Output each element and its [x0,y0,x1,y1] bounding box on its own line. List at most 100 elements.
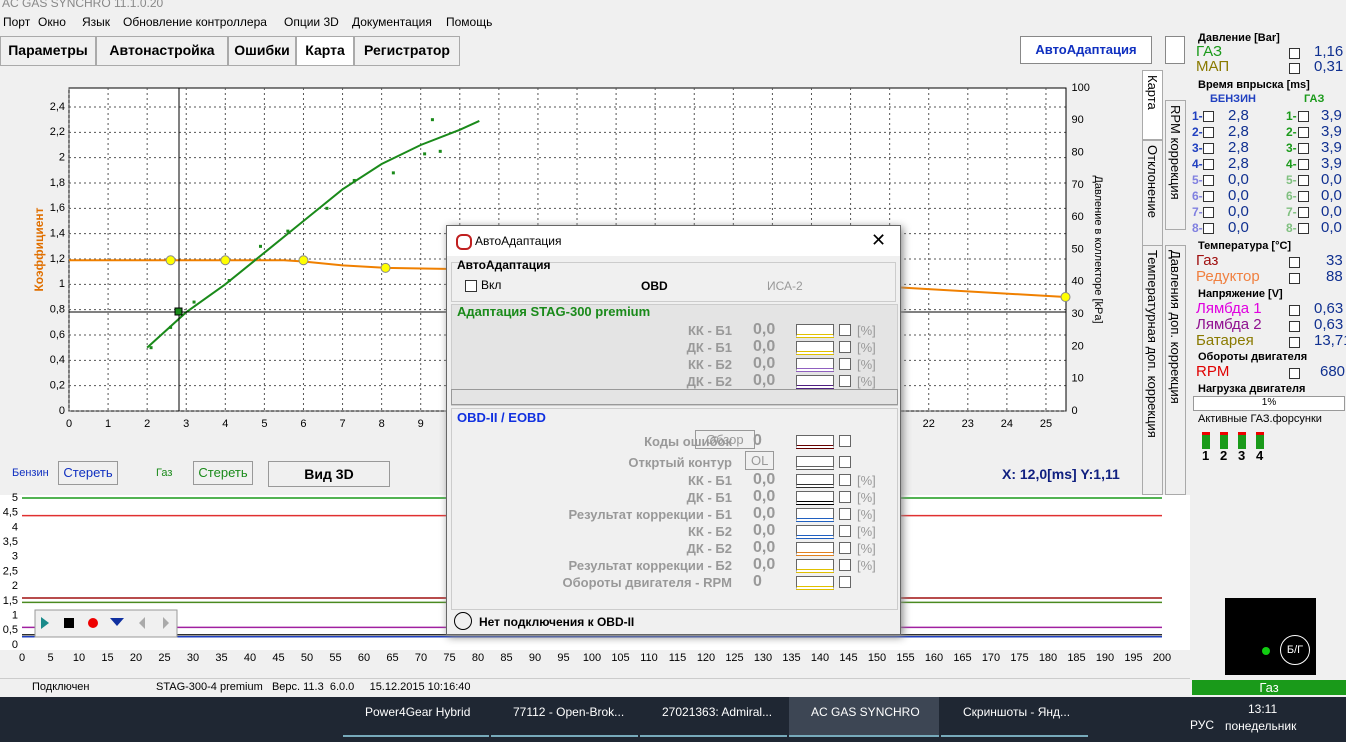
task-item[interactable]: Скриншоты - Янд... [941,697,1088,737]
checkbox[interactable] [1298,159,1309,170]
row-checkbox[interactable] [839,435,851,447]
checkbox[interactable] [1203,207,1214,218]
injector-index: 4- [1286,157,1297,171]
row-checkbox[interactable] [839,508,851,520]
checkbox[interactable] [1289,273,1300,284]
row-checkbox[interactable] [839,525,851,537]
checkbox[interactable] [1289,63,1300,74]
y-tick-label: 0,4 [50,354,65,366]
row-checkbox[interactable] [839,375,851,387]
checkbox[interactable] [1298,207,1309,218]
row-button[interactable]: OL [745,451,775,470]
tab[interactable]: Карта [296,36,354,66]
checkbox[interactable] [1298,175,1309,186]
switch-button[interactable]: Б/Г [1280,635,1310,665]
side-tab[interactable]: Карта [1142,70,1163,140]
row-button[interactable]: Обзор [695,430,755,449]
task-item[interactable]: 77112 - Open-Brok... [491,697,638,737]
point-dot [352,178,356,182]
checkbox[interactable] [1298,223,1309,234]
row-checkbox[interactable] [839,358,851,370]
side-tab[interactable]: Отклонение [1142,140,1163,250]
checkbox[interactable] [465,280,477,292]
injector-index: 5- [1192,173,1203,187]
radio[interactable]: ИСА-2 [767,279,803,293]
row-label: КК - Б2 [688,357,732,372]
checkbox[interactable] [1289,368,1300,379]
checkbox[interactable] [1289,257,1300,268]
auto-adapt-button[interactable]: АвтоАдаптация [1020,36,1152,64]
task-item[interactable]: AC GAS SYNCHRO [789,697,939,737]
label: 0,0 [1321,219,1342,236]
start-button[interactable] [0,697,28,742]
row-checkbox[interactable] [839,341,851,353]
side-tab[interactable]: RPM коррекция [1165,100,1186,230]
injector-index: 3- [1286,141,1297,155]
menu-item[interactable]: Язык [82,15,111,29]
menu-item[interactable]: Помощь [446,15,493,29]
checkbox[interactable] [1203,175,1214,186]
checkbox[interactable] [1289,321,1300,332]
button[interactable]: Стереть [193,461,253,485]
checkbox[interactable] [1203,111,1214,122]
cursor-point [174,307,183,316]
checkbox[interactable] [1298,191,1309,202]
radio[interactable]: OBD [641,279,668,293]
row-unit: [%] [857,507,876,522]
row-checkbox[interactable] [839,474,851,486]
row-checkbox[interactable] [839,456,851,468]
tab[interactable]: Параметры [0,36,96,66]
injector-index: 1- [1192,109,1203,123]
menu-item[interactable]: Обновление контроллера [123,15,267,29]
button[interactable]: Стереть [58,461,118,485]
x-tick-label: 40 [244,652,256,664]
side-tab[interactable]: Температурная доп. коррекция [1142,245,1163,495]
injector-index: 6- [1192,189,1203,203]
tab[interactable]: Автонастройка [96,36,228,66]
checkbox[interactable] [1298,111,1309,122]
checkbox[interactable] [1203,143,1214,154]
checkbox[interactable] [1298,127,1309,138]
panel-header: Нагрузка двигателя [1198,383,1306,395]
label: ГАЗ [1196,43,1223,60]
x-tick-label: 7 [339,418,345,430]
row-checkbox[interactable] [839,542,851,554]
side-tab[interactable]: Давления доп. коррекция [1165,245,1186,495]
menu-item[interactable]: Документация [352,15,432,29]
y-tick-label: 5 [12,492,18,504]
y2-tick-label: 50 [1072,243,1084,255]
label: МАП [1196,58,1230,75]
task-item[interactable]: Power4Gear Hybrid [343,697,489,737]
row-unit: [%] [857,524,876,539]
help-button[interactable] [1165,36,1185,64]
checkbox[interactable] [1203,159,1214,170]
y-tick-label: 2,2 [50,126,65,138]
button[interactable]: Вид 3D [268,461,390,487]
tab[interactable]: Ошибки [228,36,296,66]
menu-item[interactable]: Окно [38,15,66,29]
checkbox[interactable] [1289,337,1300,348]
row-checkbox[interactable] [839,559,851,571]
x-tick-label: 100 [583,652,601,664]
checkbox[interactable] [1203,223,1214,234]
checkbox[interactable] [1298,143,1309,154]
menu-item[interactable]: Опции 3D [284,15,339,29]
checkbox[interactable] [1289,48,1300,59]
checkbox[interactable] [1203,191,1214,202]
label: 0,0 [1228,187,1249,204]
checkbox[interactable] [1203,127,1214,138]
checkbox[interactable] [1289,305,1300,316]
tab[interactable]: Регистратор [354,36,460,66]
row-checkbox[interactable] [839,576,851,588]
y-tick-label: 0,6 [50,329,65,341]
row-checkbox[interactable] [839,491,851,503]
close-button[interactable]: ✕ [871,230,887,250]
row-checkbox[interactable] [839,324,851,336]
menu-item[interactable]: Порт [3,15,31,29]
task-item[interactable]: 27021363: Admiral... [640,697,787,737]
expand-bar[interactable] [451,389,898,405]
y-tick-label: 4 [12,521,18,533]
panel-header: Напряжение [V] [1198,288,1283,300]
y-tick-label: 0,5 [3,624,18,636]
